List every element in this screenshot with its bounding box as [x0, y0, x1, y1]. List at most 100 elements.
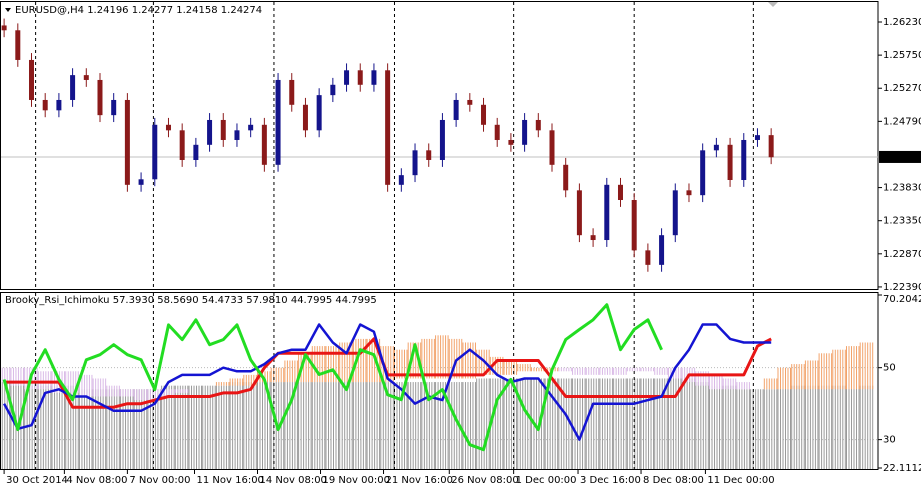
cloud-segment: [722, 378, 737, 390]
cloud-segment: [92, 378, 107, 397]
cloud-segment: [613, 367, 627, 375]
candle-body: [248, 124, 254, 131]
candle-body: [29, 59, 35, 100]
candle-body: [576, 190, 582, 236]
candle-body: [97, 79, 103, 116]
candle-body: [659, 235, 665, 265]
candle-body: [398, 175, 404, 185]
candle-body: [371, 70, 377, 85]
x-tick-label: 11 Dec 00:00: [707, 475, 774, 486]
candle-body: [481, 104, 487, 125]
candle-body: [138, 179, 144, 185]
cloud-segment: [37, 371, 52, 390]
candle-body: [179, 130, 185, 160]
candle-body: [357, 70, 363, 85]
y-tick-label: 1.25270: [883, 83, 921, 94]
candle-body: [768, 135, 774, 158]
cloud-segment: [174, 389, 189, 393]
cloud-segment: [654, 367, 668, 375]
y-tick-label: 1.26230: [883, 17, 921, 28]
candle-body: [344, 70, 350, 85]
cloud-segment: [435, 335, 449, 379]
candle-body: [193, 144, 199, 160]
cloud-segment: [78, 374, 93, 397]
candle-body: [754, 135, 760, 140]
y-tick-label: 70.2042: [883, 294, 921, 305]
candle-body: [508, 139, 514, 145]
candle-body: [426, 150, 432, 160]
candle-body: [152, 124, 158, 180]
candle-body: [741, 139, 747, 180]
x-tick-label: 1 Dec 00:00: [516, 475, 577, 486]
candle-body: [535, 119, 541, 131]
main-panel-frame: [0, 1, 879, 290]
cloud-segment: [845, 346, 860, 390]
candle-body: [42, 99, 48, 111]
candle-body: [316, 95, 322, 131]
candle-body: [467, 99, 473, 105]
cloud-segment: [640, 367, 655, 372]
cloud-segment: [133, 389, 148, 401]
y-tick-label: 1.25750: [883, 50, 921, 61]
cloud-segment: [572, 367, 586, 375]
symbol-header: EURUSD@,H4 1.24196 1.24277 1.24158 1.242…: [15, 5, 262, 16]
cloud-segment: [804, 360, 819, 390]
cloud-segment: [106, 385, 120, 397]
x-tick-label: 14 Nov 08:00: [260, 475, 327, 486]
y-tick-label: 1.22390: [883, 282, 921, 293]
y-tick-label: 1.23830: [883, 183, 921, 194]
candle-body: [494, 124, 500, 140]
candle-body: [672, 190, 678, 236]
candle-body: [111, 99, 117, 116]
cloud-segment: [626, 367, 641, 372]
cloud-segment: [859, 342, 874, 390]
candle-body: [453, 99, 459, 120]
cloud-segment: [284, 360, 298, 383]
candle-body: [631, 200, 637, 251]
cloud-segment: [791, 364, 805, 390]
candle-body: [234, 130, 240, 140]
cloud-segment: [818, 353, 833, 390]
cloud-segment: [585, 367, 600, 375]
y-tick-label: 1.23350: [883, 216, 921, 227]
candle-body: [563, 164, 569, 191]
candle-body: [261, 124, 267, 165]
cloud-segment: [599, 367, 613, 375]
candle-body: [590, 235, 596, 241]
cloud-segment: [517, 364, 531, 372]
cloud-segment: [530, 367, 545, 372]
candle-body: [385, 70, 391, 185]
chart-shift-marker[interactable]: [768, 2, 778, 7]
x-tick-label: 26 Nov 08:00: [451, 475, 518, 486]
candle-body: [549, 130, 555, 165]
candle-body: [439, 119, 445, 160]
indicator-line: [3, 323, 772, 441]
x-tick-label: 3 Dec 16:00: [580, 475, 641, 486]
candle-body: [645, 250, 651, 265]
candle-body: [289, 79, 295, 105]
candle-body: [1, 25, 7, 31]
candle-body: [165, 124, 171, 131]
candle-body: [686, 190, 692, 196]
y-tick-label: 30: [883, 435, 896, 446]
candle-body: [727, 144, 733, 180]
x-tick-label: 4 Nov 08:00: [66, 475, 127, 486]
candle-body: [70, 75, 76, 100]
candle-body: [83, 75, 89, 80]
cloud-segment: [763, 378, 778, 390]
y-tick-label: 1.22870: [883, 249, 921, 260]
candle-body: [330, 84, 336, 96]
x-tick-label: 19 Nov 00:00: [323, 475, 390, 486]
x-tick-label: 8 Dec 08:00: [643, 475, 704, 486]
candle-body: [412, 150, 418, 176]
candle-body: [522, 119, 528, 145]
cloud-segment: [462, 342, 476, 379]
candle-body: [207, 119, 213, 145]
candle-body: [275, 79, 281, 165]
candle-body: [302, 104, 308, 131]
menu-arrow[interactable]: [5, 8, 11, 12]
candle-body: [220, 119, 226, 140]
